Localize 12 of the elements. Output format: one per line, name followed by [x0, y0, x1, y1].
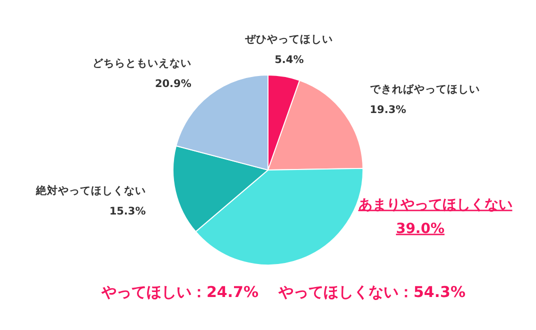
slice-label: できればやってほしい [370, 84, 480, 96]
data-label: 20.9% [154, 78, 192, 90]
slice-label: どちらともいえない [92, 58, 192, 70]
data-label: 5.4% [274, 54, 304, 66]
slice-label: 絶対やってほしくない [34, 184, 146, 197]
slice-label: あまりやってほしくない [358, 196, 512, 213]
slice-label: ぜひやってほしい [244, 33, 334, 46]
text: やってほしい：24.7% [100, 283, 259, 301]
data-label: 39.0% [396, 220, 445, 237]
data-label: 19.3% [370, 104, 407, 116]
text: やってほしくない：54.3% [277, 283, 466, 301]
data-label: 15.3% [109, 205, 146, 218]
